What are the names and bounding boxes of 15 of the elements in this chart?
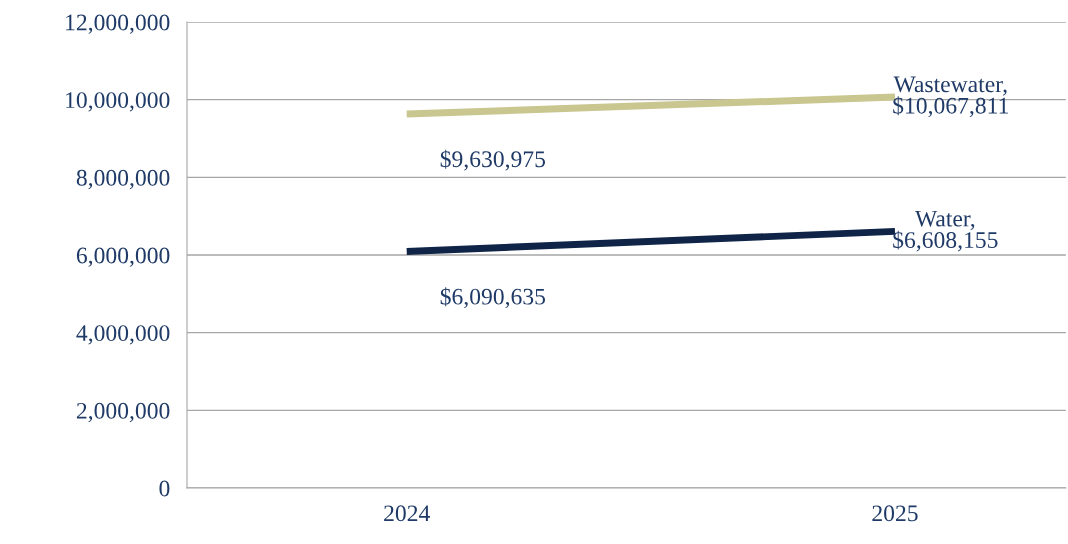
y-tick-label: 12,000,000	[66, 14, 170, 34]
series-label: Wastewater,	[893, 76, 1007, 96]
data-label: $10,067,811	[893, 96, 1008, 118]
x-tick-label: 2025	[872, 505, 918, 522]
data-label: $9,630,975	[440, 149, 546, 171]
y-tick-label: 0	[159, 480, 170, 497]
data-label: $6,090,635	[440, 287, 546, 309]
data-label: $6,608,155	[893, 230, 998, 252]
y-tick-label: 10,000,000	[66, 92, 170, 112]
y-tick-label: 2,000,000	[76, 402, 170, 423]
x-tick-label: 2024	[384, 505, 430, 522]
y-tick-label: 4,000,000	[76, 325, 170, 345]
series-label: Water,	[914, 210, 975, 230]
y-tick-label: 6,000,000	[76, 247, 170, 267]
y-tick-label: 8,000,000	[76, 169, 170, 190]
